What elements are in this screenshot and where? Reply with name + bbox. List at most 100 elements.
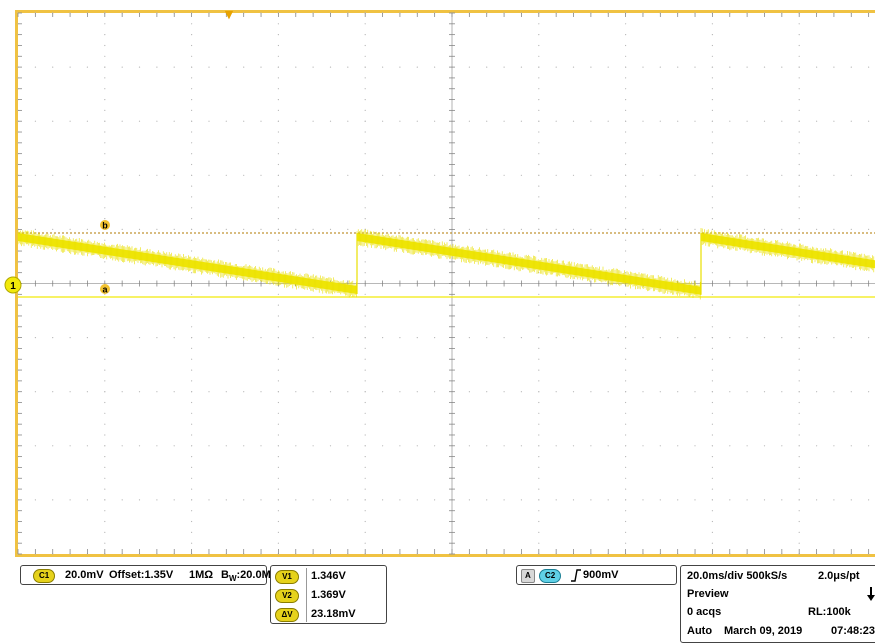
grid-dot (799, 305, 800, 306)
grid-dot (799, 23, 800, 24)
grid-dot (365, 23, 366, 24)
grid-dot (799, 110, 800, 111)
rising-edge-icon (570, 569, 582, 582)
channel-1-marker[interactable]: 1 (10, 281, 16, 292)
grid-dot (52, 229, 53, 230)
grid-dot (104, 34, 105, 35)
cursor-delta-value: 23.18mV (311, 608, 356, 620)
grid-dot (417, 121, 418, 122)
grid-dot (608, 175, 609, 176)
grid-dot (486, 445, 487, 446)
channel-1-readout[interactable]: C1 20.0mV Offset:1.35V 1MΩ BW:20.0M (20, 565, 267, 585)
grid-dot (191, 164, 192, 165)
grid-dot (191, 99, 192, 100)
grid-dot (573, 67, 574, 68)
cursor-readout[interactable]: V1 1.346V V2 1.369V ΔV 23.18mV (270, 565, 387, 624)
grid-dot (278, 99, 279, 100)
grid-dot (642, 121, 643, 122)
grid-dot (625, 391, 626, 392)
grid-dot (833, 445, 834, 446)
grid-dot (226, 445, 227, 446)
grid-dot (104, 510, 105, 511)
grid-dot (191, 391, 192, 392)
grid-dot (191, 456, 192, 457)
grid-dot (139, 391, 140, 392)
trigger-position-marker[interactable]: ▼ (225, 8, 234, 21)
grid-dot (538, 229, 539, 230)
grid-dot (35, 337, 36, 338)
grid-dot (260, 229, 261, 230)
grid-dot (104, 370, 105, 371)
grid-dot (799, 315, 800, 316)
grid-dot (365, 67, 366, 68)
grid-dot (538, 499, 539, 500)
grid-dot (260, 337, 261, 338)
grid-dot (278, 467, 279, 468)
grid-dot (833, 337, 834, 338)
grid-dot (87, 445, 88, 446)
grid-dot (330, 67, 331, 68)
grid-dot (347, 121, 348, 122)
grid-dot (712, 34, 713, 35)
grid-dot (729, 445, 730, 446)
grid-dot (538, 88, 539, 89)
grid-dot (260, 121, 261, 122)
grid-dot (434, 391, 435, 392)
grid-dot (694, 391, 695, 392)
grid-dot (156, 391, 157, 392)
grid-dot (868, 445, 869, 446)
grid-dot (625, 337, 626, 338)
grid-dot (816, 67, 817, 68)
grid-dot (729, 499, 730, 500)
grid-dot (642, 229, 643, 230)
grid-dot (712, 261, 713, 262)
channel-1-offset: Offset:1.35V (109, 569, 173, 581)
grid-dot (191, 67, 192, 68)
grid-dot (538, 434, 539, 435)
grid-dot (712, 337, 713, 338)
grid-dot (347, 67, 348, 68)
grid-dot (625, 175, 626, 176)
grid-dot (399, 391, 400, 392)
grid-dot (295, 175, 296, 176)
grid-dot (156, 337, 157, 338)
grid-dot (191, 337, 192, 338)
acquisition-readout[interactable]: 20.0ms/div 500kS/s 2.0μs/pt Preview 0 ac… (680, 565, 875, 643)
grid-dot (538, 218, 539, 219)
grid-dot (556, 391, 557, 392)
grid-dot (799, 88, 800, 89)
grid-dot (278, 229, 279, 230)
grid-dot (625, 23, 626, 24)
grid-dot (365, 131, 366, 132)
grid-dot (538, 250, 539, 251)
grid-dot (365, 326, 366, 327)
grid-dot (642, 499, 643, 500)
grid-dot (538, 391, 539, 392)
grid-dot (538, 424, 539, 425)
grid-dot (712, 175, 713, 176)
grid-dot (573, 499, 574, 500)
grid-dot (677, 67, 678, 68)
grid-dot (712, 250, 713, 251)
grid-dot (538, 56, 539, 57)
trigger-readout[interactable]: A C2 900mV (516, 565, 677, 585)
grid-dot (243, 175, 244, 176)
grid-dot (278, 348, 279, 349)
grid-dot (712, 402, 713, 403)
cursor-b-label[interactable]: b (102, 221, 108, 231)
grid-dot (504, 67, 505, 68)
grid-dot (590, 175, 591, 176)
grid-dot (434, 175, 435, 176)
grid-dot (104, 326, 105, 327)
grid-dot (87, 175, 88, 176)
grid-dot (538, 110, 539, 111)
grid-dot (191, 499, 192, 500)
grid-dot (833, 175, 834, 176)
grid-dot (799, 478, 800, 479)
grid-dot (365, 99, 366, 100)
grid-dot (677, 499, 678, 500)
grid-dot (625, 456, 626, 457)
grid-dot (104, 424, 105, 425)
grid-dot (660, 391, 661, 392)
grid-dot (139, 499, 140, 500)
